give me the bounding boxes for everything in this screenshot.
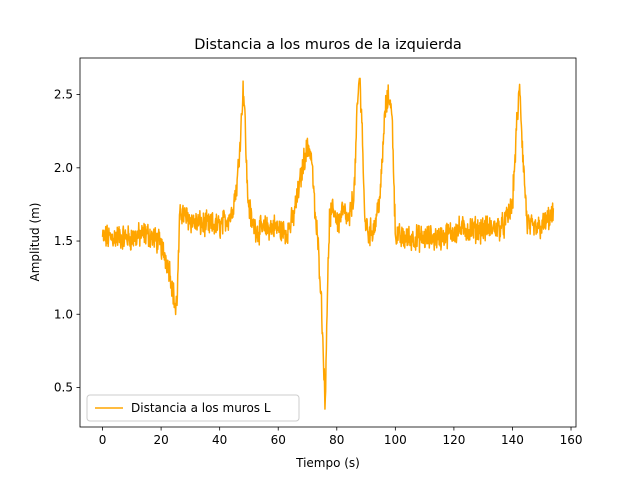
series-line <box>101 77 555 410</box>
plot-frame <box>79 57 577 428</box>
x-tick-label: 120 <box>442 433 465 447</box>
legend: Distancia a los muros L <box>86 394 300 422</box>
x-tick-label: 100 <box>384 433 407 447</box>
x-tick-label: 160 <box>560 433 583 447</box>
x-tick-label: 80 <box>329 433 344 447</box>
y-tick-label: 2.5 <box>54 88 73 102</box>
x-tick-label: 140 <box>501 433 524 447</box>
x-axis: 0 20 40 60 80 100 120 140 160 <box>99 427 583 447</box>
x-tick-label: 40 <box>212 433 227 447</box>
y-tick-label: 2.0 <box>54 161 73 175</box>
legend-label: Distancia a los muros L <box>131 401 271 415</box>
x-tick-label: 20 <box>153 433 168 447</box>
chart-title: Distancia a los muros de la izquierda <box>194 37 462 53</box>
x-tick-label: 0 <box>99 433 107 447</box>
y-tick-label: 0.5 <box>54 380 73 394</box>
x-axis-label: Tiempo (s) <box>295 456 360 470</box>
y-tick-label: 1.0 <box>54 307 73 321</box>
y-axis-label: Amplitud (m) <box>28 203 42 282</box>
y-axis: 0.5 1.0 1.5 2.0 2.5 <box>54 88 80 394</box>
y-tick-label: 1.5 <box>54 234 73 248</box>
legend-box <box>86 394 300 422</box>
x-tick-label: 60 <box>271 433 286 447</box>
data-layer <box>101 77 555 410</box>
